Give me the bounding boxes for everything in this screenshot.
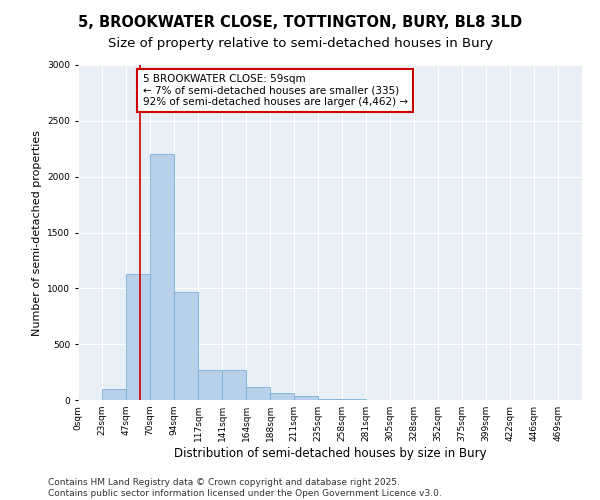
Bar: [222, 370, 246, 400]
Y-axis label: Number of semi-detached properties: Number of semi-detached properties: [32, 130, 42, 336]
Text: Contains HM Land Registry data © Crown copyright and database right 2025.
Contai: Contains HM Land Registry data © Crown c…: [48, 478, 442, 498]
Bar: [318, 398, 342, 400]
Bar: [198, 370, 222, 400]
X-axis label: Distribution of semi-detached houses by size in Bury: Distribution of semi-detached houses by …: [173, 447, 487, 460]
Bar: [294, 396, 318, 400]
Text: 5, BROOKWATER CLOSE, TOTTINGTON, BURY, BL8 3LD: 5, BROOKWATER CLOSE, TOTTINGTON, BURY, B…: [78, 15, 522, 30]
Bar: [246, 387, 270, 400]
Bar: [270, 392, 294, 400]
Bar: [342, 399, 366, 400]
Text: Size of property relative to semi-detached houses in Bury: Size of property relative to semi-detach…: [107, 38, 493, 51]
Bar: [174, 292, 198, 400]
Bar: [102, 389, 126, 400]
Bar: [150, 154, 174, 400]
Text: 5 BROOKWATER CLOSE: 59sqm
← 7% of semi-detached houses are smaller (335)
92% of : 5 BROOKWATER CLOSE: 59sqm ← 7% of semi-d…: [143, 74, 408, 107]
Bar: [126, 274, 150, 400]
